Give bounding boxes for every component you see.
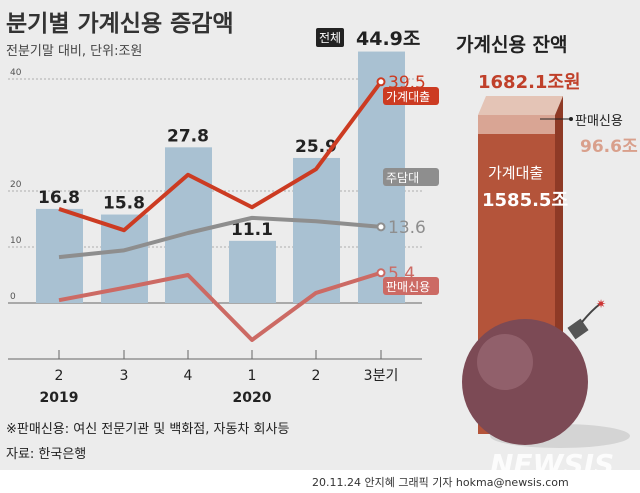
series-line <box>58 270 382 342</box>
x-tick-label: 2 <box>312 368 321 384</box>
total-badge: 전체 <box>316 28 345 47</box>
chart-subtitle: 전분기말 대비, 단위:조원 <box>6 44 143 59</box>
x-tick-label: 3 <box>120 368 129 384</box>
balance-bar-top <box>478 96 563 115</box>
sales-credit-label: 판매신용 <box>575 114 623 129</box>
bar-label: 44.9조 <box>356 28 420 50</box>
bar-label: 27.8 <box>167 126 209 146</box>
series-end-point <box>376 77 386 87</box>
series-legend-badge <box>383 168 439 186</box>
watermark: NEWSIS <box>490 448 615 481</box>
balance-title: 가계신용 잔액 <box>456 34 568 56</box>
balance-sales-segment <box>478 115 555 134</box>
series-line <box>58 215 382 260</box>
series-line <box>58 80 383 233</box>
series-end-point <box>376 268 386 278</box>
bomb-highlight <box>477 334 533 390</box>
bomb-cap <box>567 318 589 340</box>
y-tick-label: 10 <box>10 236 22 246</box>
y-tick-label: 0 <box>10 292 16 302</box>
bar <box>293 157 340 303</box>
y-tick-label: 40 <box>10 68 22 78</box>
bomb-icon <box>462 319 588 445</box>
loan-label: 가계대출 <box>488 164 544 182</box>
x-tick-label: 2 <box>55 368 64 384</box>
bar-label: 11.1 <box>231 220 273 240</box>
series-end-label: 13.6 <box>388 218 426 238</box>
source: 자료: 한국은행 <box>6 447 87 462</box>
series-legend-badge <box>383 87 439 105</box>
series-name: 주담대 <box>386 171 419 185</box>
balance-total: 1682.1조원 <box>478 72 581 93</box>
chart-title: 분기별 가계신용 증감액 <box>6 11 234 37</box>
year-label: 2020 <box>233 390 272 406</box>
series-name: 가계대출 <box>386 90 430 104</box>
year-label: 2019 <box>40 390 79 406</box>
leader-dot <box>569 117 573 121</box>
bar-label: 16.8 <box>38 188 80 208</box>
y-tick-label: 20 <box>10 180 22 190</box>
spark-icon: ✷ <box>596 297 606 311</box>
series-end-point <box>376 222 386 232</box>
series-legend-badge <box>383 277 439 295</box>
x-tick-label: 1 <box>248 368 257 384</box>
credit: 20.11.24 안지혜 그래픽 기자 hokma@newsis.com <box>312 476 569 489</box>
sales-credit-value: 96.6조 <box>580 137 638 157</box>
bar <box>229 240 276 303</box>
loan-value: 1585.5조 <box>482 190 569 211</box>
bar-label: 15.8 <box>103 194 145 214</box>
footnote: ※판매신용: 여신 전문기관 및 백화점, 자동차 회사등 <box>6 422 290 437</box>
bomb-fuse <box>581 303 601 323</box>
series-name: 판매신용 <box>386 280 430 294</box>
x-tick-label: 3분기 <box>364 368 399 384</box>
x-tick-label: 4 <box>184 368 193 384</box>
